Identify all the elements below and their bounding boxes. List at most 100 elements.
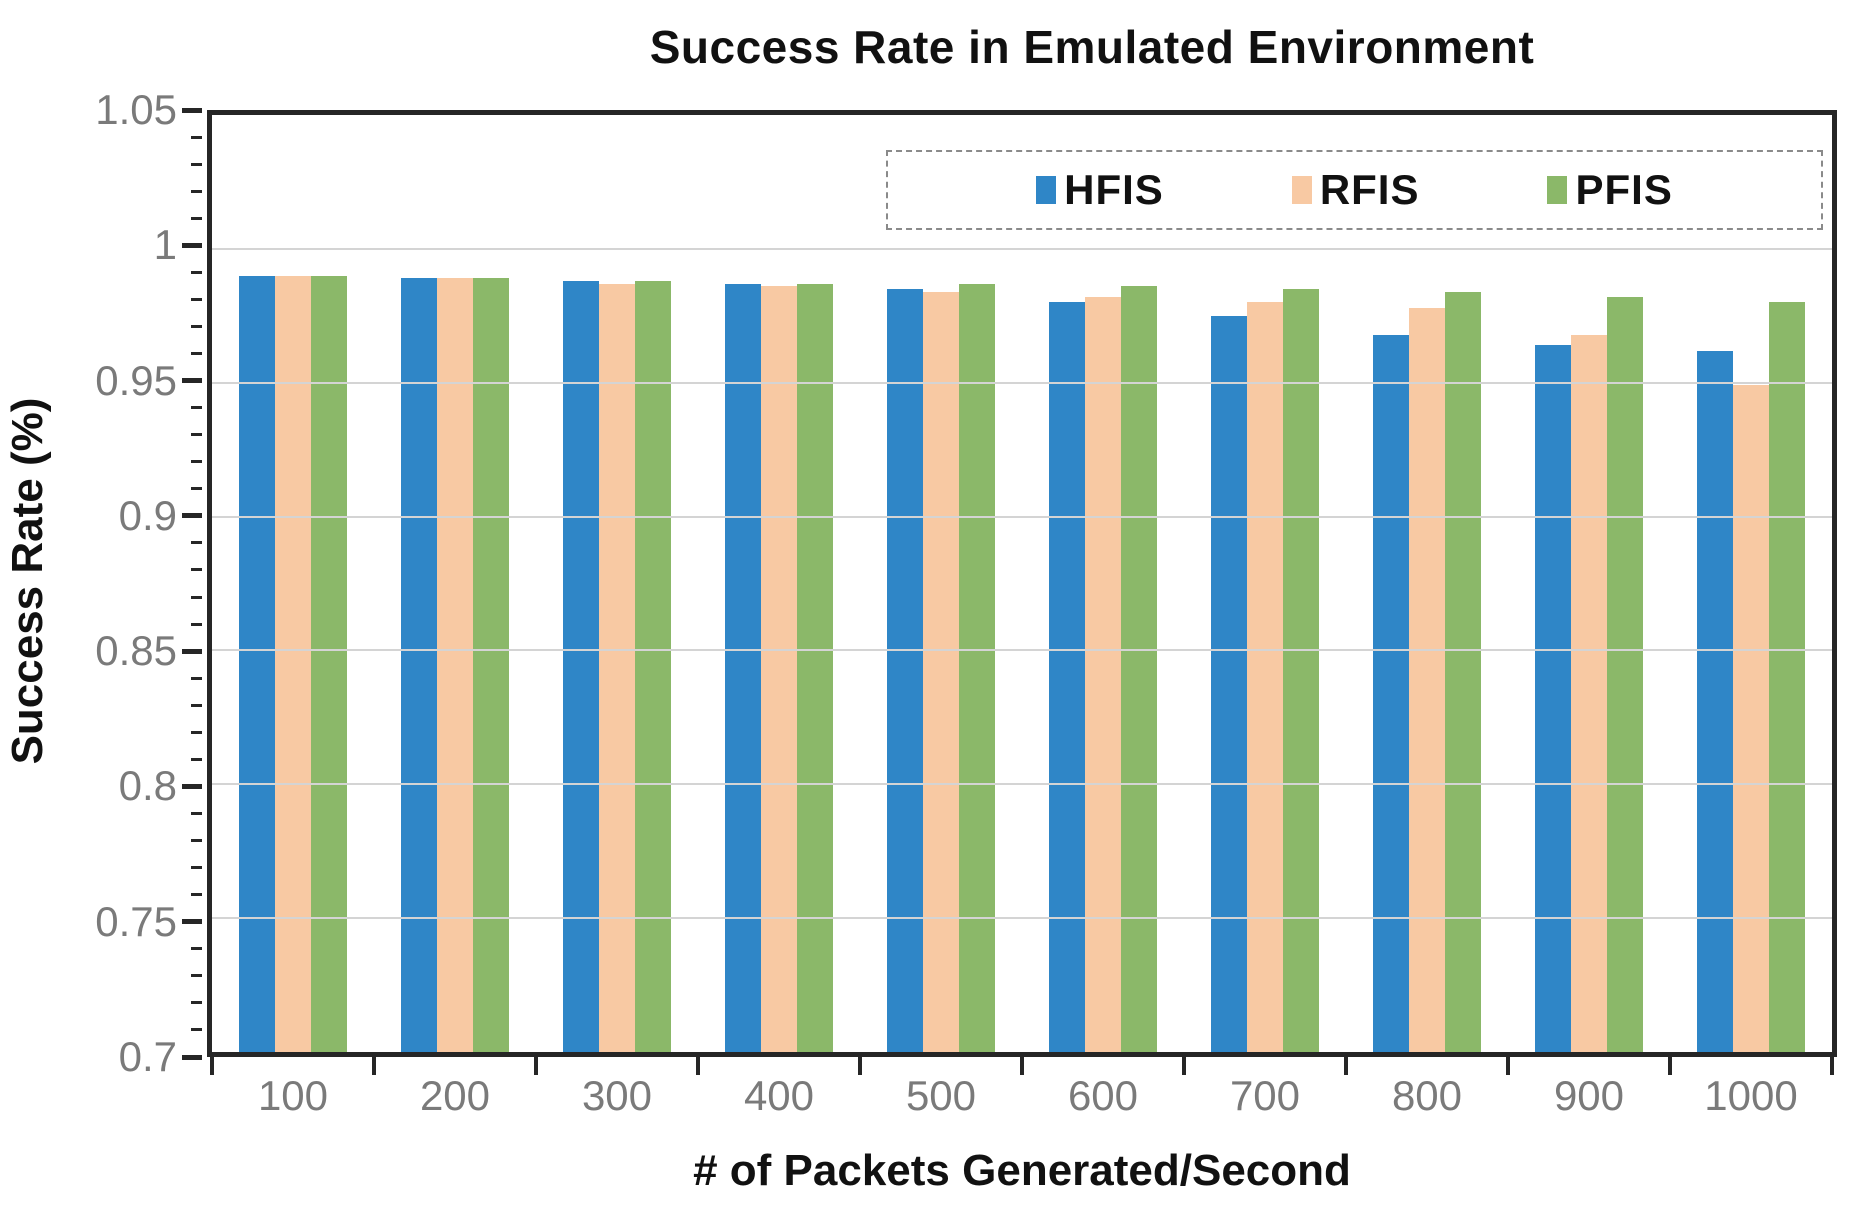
y-tick-major (182, 242, 202, 248)
y-tick-major (182, 378, 202, 384)
x-tick (210, 1057, 214, 1075)
x-tick (1020, 1057, 1024, 1075)
bar-pfis-600 (1121, 286, 1157, 1052)
bar-pfis-300 (635, 280, 671, 1052)
bar-rfis-1000 (1733, 385, 1769, 1052)
y-tick-label: 0.9 (118, 491, 177, 539)
y-tick-minor (191, 676, 202, 680)
y-tick-label: 0.95 (95, 356, 177, 404)
gridline-0.9 (212, 515, 1832, 518)
bar-rfis-200 (437, 278, 473, 1052)
legend-item-hfis: HFIS (1036, 166, 1164, 214)
x-tick (1668, 1057, 1672, 1075)
bar-rfis-700 (1247, 302, 1283, 1052)
bar-rfis-800 (1409, 307, 1445, 1052)
x-tick-label: 800 (1391, 1072, 1463, 1119)
y-tick-minor (191, 1001, 202, 1005)
y-tick-minor (191, 866, 202, 870)
y-tick-minor (191, 352, 202, 355)
chart-title: Success Rate in Emulated Environment (649, 21, 1535, 73)
bar-pfis-200 (473, 278, 509, 1052)
y-tick-major (182, 919, 202, 925)
bar-hfis-600 (1049, 302, 1085, 1052)
bar-hfis-900 (1535, 345, 1571, 1052)
bar-pfis-800 (1445, 291, 1481, 1052)
y-tick-minor (191, 568, 202, 572)
y-tick-minor (191, 541, 202, 545)
bar-hfis-1000 (1697, 350, 1733, 1052)
plot-inner (212, 115, 1832, 1052)
bar-hfis-100 (239, 275, 275, 1052)
x-tick (696, 1057, 700, 1075)
y-tick-major (182, 513, 202, 519)
y-tick-minor (191, 216, 202, 220)
legend-swatch-rfis (1291, 176, 1312, 204)
y-tick-major (182, 107, 202, 113)
x-tick (372, 1057, 376, 1075)
gridline-0.8 (212, 783, 1832, 786)
x-tick (1506, 1057, 1510, 1075)
y-tick-minor (191, 730, 202, 734)
x-tick (1830, 1057, 1834, 1075)
bar-pfis-500 (959, 283, 995, 1052)
y-tick-minor (191, 460, 202, 464)
y-tick-label: 0.75 (95, 897, 177, 945)
x-tick-label: 300 (581, 1072, 653, 1119)
y-tick-minor (191, 595, 202, 599)
x-tick-label: 500 (905, 1072, 977, 1119)
x-tick (1182, 1057, 1186, 1075)
x-tick-label: 700 (1229, 1072, 1301, 1119)
legend-label: HFIS (1064, 166, 1164, 213)
y-tick-label: 0.7 (118, 1033, 177, 1080)
bar-pfis-1000 (1769, 302, 1805, 1052)
y-tick-minor (191, 162, 202, 166)
x-tick (534, 1057, 538, 1075)
y-tick-label: 0.8 (118, 762, 177, 810)
bar-hfis-500 (887, 289, 923, 1052)
bar-rfis-500 (923, 291, 959, 1052)
y-tick-major (182, 1054, 202, 1060)
legend-swatch-hfis (1036, 176, 1057, 204)
y-tick-minor (191, 757, 202, 761)
bar-pfis-900 (1607, 297, 1643, 1052)
x-axis-title: # of Packets Generated/Second (693, 1146, 1351, 1195)
bar-pfis-400 (797, 283, 833, 1052)
gridline-0.85 (212, 649, 1832, 652)
legend-label: PFIS (1575, 166, 1673, 213)
x-tick-label: 100 (257, 1072, 329, 1119)
x-tick-label: 900 (1553, 1072, 1625, 1119)
y-tick-minor (191, 189, 202, 193)
y-tick-minor (191, 974, 202, 978)
gridline-0.95 (212, 381, 1832, 384)
gridline-0.75 (212, 917, 1832, 920)
y-tick-minor (191, 839, 202, 843)
bar-rfis-300 (599, 283, 635, 1052)
gridline-1 (212, 247, 1832, 250)
y-tick-major (182, 783, 202, 789)
y-tick-major (182, 648, 202, 654)
bar-rfis-400 (761, 286, 797, 1052)
y-tick-label: 1.05 (95, 86, 177, 133)
y-axis-title: Success Rate (%) (3, 397, 52, 765)
x-tick-label: 200 (419, 1072, 491, 1119)
bar-rfis-600 (1085, 297, 1121, 1052)
bar-hfis-700 (1211, 315, 1247, 1052)
y-tick-minor (191, 893, 202, 897)
x-tick (1344, 1057, 1348, 1075)
legend: HFIS RFIS PFIS (886, 150, 1823, 230)
y-tick-minor (191, 622, 202, 626)
legend-item-rfis: RFIS (1291, 166, 1420, 214)
legend-swatch-pfis (1547, 176, 1568, 204)
y-tick-minor (191, 811, 202, 815)
y-tick-minor (191, 1028, 202, 1032)
bar-pfis-700 (1283, 289, 1319, 1052)
y-tick-minor (191, 703, 202, 707)
bar-hfis-200 (401, 278, 437, 1052)
bar-rfis-900 (1571, 334, 1607, 1052)
y-tick-minor (191, 406, 202, 410)
y-tick-label: 0.85 (95, 627, 177, 675)
x-tick (858, 1057, 862, 1075)
bar-hfis-800 (1373, 334, 1409, 1052)
x-tick-label: 400 (743, 1072, 815, 1119)
